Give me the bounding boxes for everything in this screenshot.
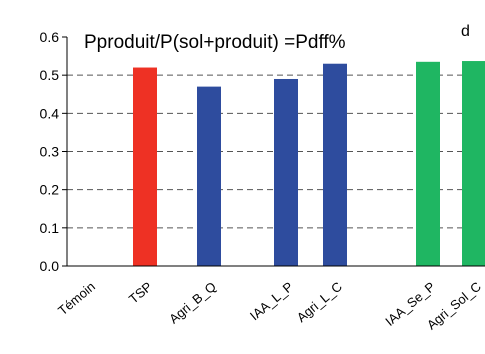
category-label-4: Agri_L_C (294, 279, 345, 325)
y-tick-label-4: 0.4 (40, 105, 60, 121)
bars (133, 61, 485, 267)
bar-tsp (133, 67, 157, 267)
panel-letter: d (461, 23, 470, 40)
y-tick-label-2: 0.2 (40, 182, 60, 198)
category-label-2: Agri_B_Q (166, 279, 219, 327)
y-tick-label-3: 0.3 (40, 144, 60, 160)
y-tick-labels: 0.0 0.1 0.2 0.3 0.4 0.5 0.6 (40, 29, 67, 274)
y-tick-label-6: 0.6 (40, 29, 60, 45)
y-tick-label-0: 0.0 (40, 258, 60, 274)
category-label-1: TSP (126, 279, 155, 307)
bar-iaa-l-p (274, 78, 298, 266)
bar-agri-l-c (323, 63, 347, 266)
chart-title: Pproduit/P(sol+produit) =Pdff% (84, 32, 346, 53)
bar-agri-sol-c (462, 61, 485, 266)
category-label-0: Témoin (55, 279, 98, 318)
y-tick-label-5: 0.5 (40, 67, 60, 83)
category-label-3: IAA_L_P (247, 279, 296, 323)
y-tick-label-1: 0.1 (40, 220, 60, 236)
bar-agri-b-q (197, 86, 221, 266)
bar-iaa-se-p (416, 61, 440, 266)
